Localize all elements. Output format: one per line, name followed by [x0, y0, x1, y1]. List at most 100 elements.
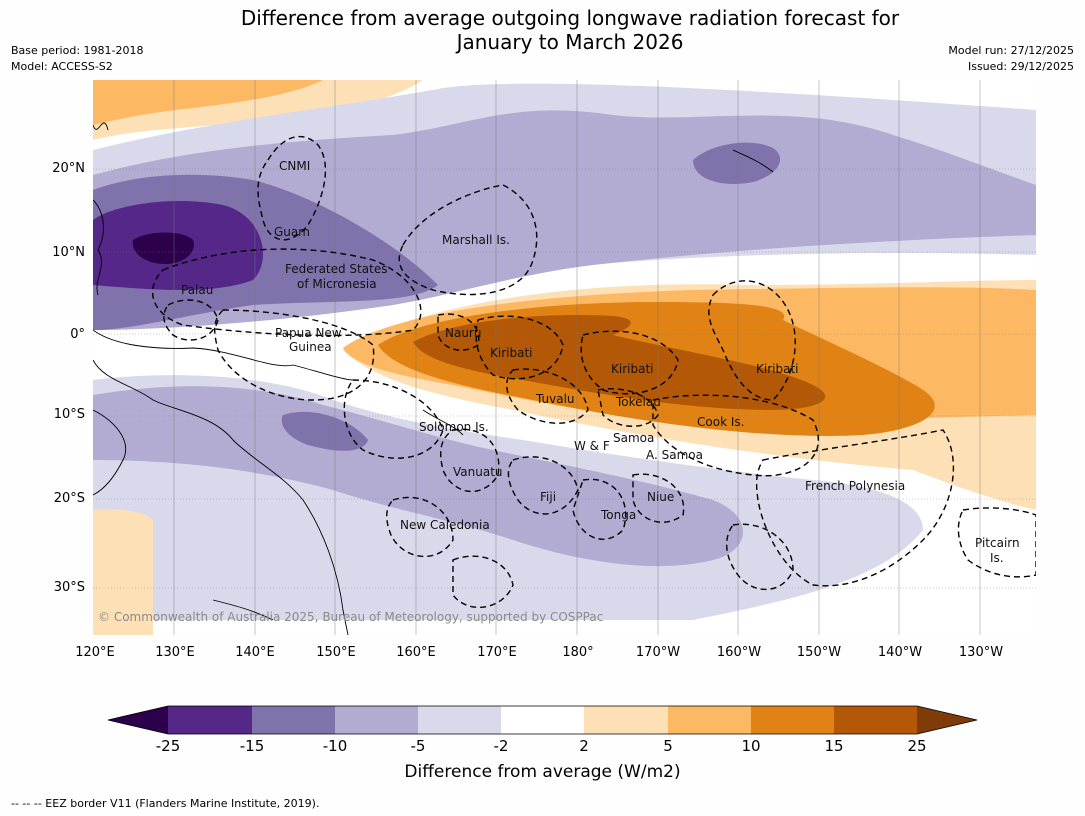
model-name: Model: ACCESS-S2 [11, 60, 113, 73]
eez-png [214, 309, 375, 401]
colorbar-tick-neg2: -2 [493, 737, 509, 755]
eez-kiribati-east [708, 280, 796, 401]
y-tick-10s: 10°S [53, 407, 85, 422]
label-solomon: Solomon Is. [419, 420, 489, 434]
issued-date: Issued: 29/12/2025 [967, 60, 1074, 73]
colorbar-tick-2: 2 [579, 737, 589, 755]
map-title: Difference from average outgoing longwav… [100, 6, 1040, 54]
solomon-coast [422, 409, 464, 436]
y-tick-0: 0° [70, 327, 85, 342]
meta-right: Model run: 27/12/2025 Issued: 29/12/2025 [948, 43, 1074, 75]
colorbar-bin-9 [834, 706, 917, 734]
label-pitcairn-2: Is. [990, 551, 1004, 565]
map-panel: CNMI Guam Marshall Is. Federated States … [93, 80, 1036, 635]
x-tick-180: 180° [562, 645, 594, 660]
x-tick-150w: 150°W [796, 645, 842, 660]
label-kiribati-east: Kiribati [756, 362, 798, 376]
eez-kiribati-west [475, 315, 564, 380]
colorbar-extend-high [917, 706, 977, 734]
label-wf: W & F [574, 439, 610, 453]
title-line-2: January to March 2026 [456, 30, 684, 54]
contour-hawaii-dark-lavender [693, 142, 781, 184]
y-tick-20n: 20°N [52, 161, 85, 176]
australia-north-coast [93, 409, 127, 496]
label-pitcairn-1: Pitcairn [975, 536, 1020, 550]
eez-vanuatu [440, 428, 500, 492]
x-tick-170e: 170°E [477, 645, 517, 660]
taiwan-coast [93, 122, 109, 131]
label-tonga: Tonga [600, 508, 636, 522]
label-kiribati-central: Kiribati [611, 362, 653, 376]
label-fsm-1: Federated States [285, 262, 387, 276]
colorbar-tick-neg5: -5 [410, 737, 426, 755]
x-tick-160w: 160°W [716, 645, 762, 660]
y-tick-10n: 10°N [52, 245, 85, 260]
label-palau: Palau [181, 283, 213, 297]
colorbar-tick-neg25: -25 [155, 737, 181, 755]
base-period: Base period: 1981-2018 [11, 44, 144, 57]
new-guinea-coast [93, 329, 354, 381]
meta-left: Base period: 1981-2018 Model: ACCESS-S2 [11, 43, 143, 75]
copyright: © Commonwealth of Australia 2025, Bureau… [98, 610, 603, 624]
eez-new-caledonia [386, 496, 454, 557]
x-tick-160e: 160°E [396, 645, 436, 660]
eez-norfolk [452, 555, 514, 609]
label-asamoa: A. Samoa [646, 448, 703, 462]
label-niue: Niue [647, 490, 674, 504]
title-line-1: Difference from average outgoing longwav… [240, 6, 900, 30]
coastlines [93, 122, 774, 635]
footnote: -- -- -- EEZ border V11 (Flanders Marine… [11, 797, 320, 810]
eez-french-polynesia [755, 429, 955, 587]
colorbar-bin-1 [168, 706, 252, 734]
colorbar-extend-low [108, 706, 168, 734]
label-guam: Guam [274, 225, 310, 239]
label-fsm-2: of Micronesia [297, 277, 377, 291]
y-tick-20s: 20°S [53, 491, 85, 506]
colorbar-tick-neg15: -15 [239, 737, 265, 755]
eez-kiribati-central [580, 330, 679, 395]
contour-sw-light-orange [93, 509, 153, 635]
x-tick-140e: 140°E [235, 645, 275, 660]
label-tuvalu: Tuvalu [535, 392, 575, 406]
eez-pitcairn [957, 507, 1036, 578]
label-french-polynesia: French Polynesia [805, 479, 905, 493]
colorbar-tick-neg10: -10 [322, 737, 348, 755]
australia-coast [93, 359, 349, 635]
x-tick-170w: 170°W [635, 645, 681, 660]
eez-cook [652, 394, 819, 477]
label-vanuatu: Vanuatu [453, 465, 503, 479]
x-tick-140w: 140°W [877, 645, 923, 660]
eez-borders [152, 135, 1036, 609]
label-nauru: Nauru [445, 326, 481, 340]
colorbar-tick-5: 5 [663, 737, 673, 755]
colorbar-bin-4 [418, 706, 501, 734]
x-tick-120e: 120°E [75, 645, 115, 660]
colorbar [107, 705, 978, 735]
label-cnmi: CNMI [279, 159, 310, 173]
eez-cnmi [257, 135, 326, 241]
colorbar-tick-25: 25 [907, 737, 927, 755]
label-marshall: Marshall Is. [442, 233, 510, 247]
label-png-2: Guinea [289, 340, 332, 354]
eez-tonga [572, 478, 627, 540]
anomaly-map: CNMI Guam Marshall Is. Federated States … [93, 80, 1036, 635]
x-tick-130e: 130°E [155, 645, 195, 660]
y-tick-30s: 30°S [53, 580, 85, 595]
label-cook: Cook Is. [697, 415, 744, 429]
contour-nw-orange [93, 80, 323, 125]
label-samoa: Samoa [613, 431, 654, 445]
eez-fiji [507, 456, 579, 515]
x-tick-130w: 130°W [958, 645, 1004, 660]
contour-south-dark-lavender [281, 411, 368, 451]
colorbar-bin-7 [668, 706, 751, 734]
philippines-coast [93, 199, 104, 296]
model-run: Model run: 27/12/2025 [948, 44, 1074, 57]
label-tokelau: Tokelau [615, 395, 661, 409]
label-new-caledonia: New Caledonia [400, 518, 490, 532]
contour-south-lavender [93, 386, 743, 567]
grid-lines [93, 80, 1036, 635]
contour-equator-brown [413, 315, 826, 410]
colorbar-bin-2 [252, 706, 335, 734]
eez-austral [726, 523, 794, 591]
hawaii-coast [732, 149, 774, 173]
